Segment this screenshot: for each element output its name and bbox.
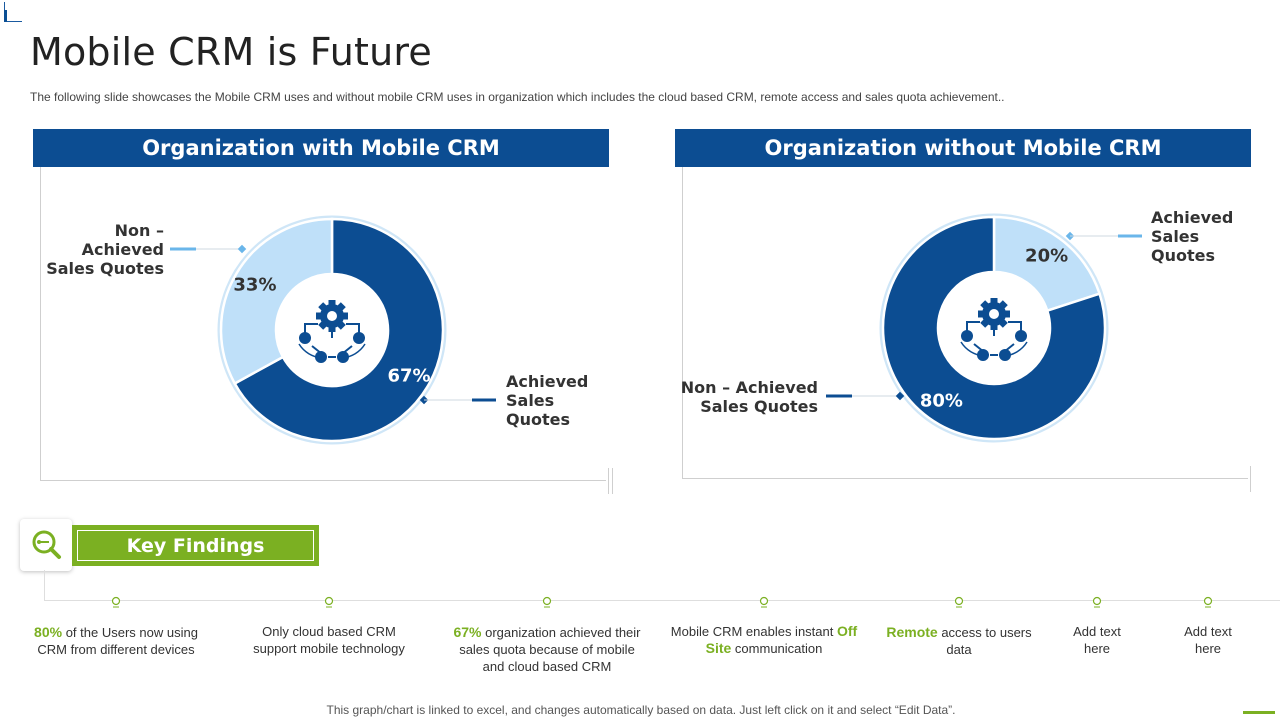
finding-sales-quota: 67% organization achieved their sales qu… <box>452 624 642 675</box>
timeline-pin-icon <box>1203 596 1213 608</box>
finding-text: organization achieved their sales quota … <box>459 625 641 674</box>
corner-decoration <box>4 2 22 22</box>
finding-off-site: Mobile CRM enables instant Off Site comm… <box>669 623 859 657</box>
search-icon <box>32 530 61 559</box>
timeline-pin-icon <box>759 596 769 608</box>
leader-line-non-achieved <box>170 244 247 254</box>
page-subtitle: The following slide showcases the Mobile… <box>30 90 1005 104</box>
panel-without-mobile-crm-frame <box>682 165 1251 492</box>
timeline-pin-icon <box>111 596 121 608</box>
leader-line-achieved <box>419 395 496 405</box>
finding-text: communication <box>731 641 823 656</box>
finding-text: Only cloud based CRM support mobile tech… <box>253 624 405 656</box>
callout-non-achieved-sales-quotes: Non – Achieved Sales Quotes <box>46 221 164 278</box>
finding-cloud-crm: Only cloud based CRM support mobile tech… <box>244 623 414 657</box>
finding-text: Add text here <box>1184 624 1232 656</box>
footer-accent <box>1243 711 1275 714</box>
page-title: Mobile CRM is Future <box>30 30 432 74</box>
donut-slice-1[interactable] <box>233 217 445 443</box>
key-findings-title: Key Findings <box>77 530 314 561</box>
findings-timeline <box>44 600 1280 601</box>
finding-text: of the Users now using CRM from differen… <box>37 625 198 657</box>
finding-users-devices: 80% of the Users now using CRM from diff… <box>21 624 211 658</box>
donut-outer-ring <box>217 215 447 445</box>
donut-slice-2[interactable] <box>881 215 1107 441</box>
callout-non-achieved-sales-quotes-2: Non – Achieved Sales Quotes <box>680 378 818 416</box>
finding-text: Mobile CRM enables instant <box>670 624 837 639</box>
finding-highlight: 67% <box>453 624 482 640</box>
donut-chart-with-mobile-crm[interactable]: 67% 33% <box>217 215 447 445</box>
gear-network-icon <box>960 298 1028 361</box>
donut-slice-label: 80% <box>920 390 963 411</box>
panel-header-with-mobile-crm: Organization with Mobile CRM <box>33 129 609 167</box>
finding-remote-access: Remote access to users data <box>884 624 1034 658</box>
donut-slice-label: 20% <box>1025 246 1068 267</box>
footer-note: This graph/chart is linked to excel, and… <box>326 703 956 717</box>
panel-header-without-mobile-crm: Organization without Mobile CRM <box>675 129 1251 167</box>
panel-with-mobile-crm-frame <box>40 165 613 494</box>
timeline-pin-icon <box>542 596 552 608</box>
finding-highlight: Remote <box>886 624 938 640</box>
donut-slice-label: 67% <box>387 366 430 387</box>
key-findings-banner: Key Findings <box>72 525 319 566</box>
timeline-pin-icon <box>954 596 964 608</box>
leader-line-achieved-2 <box>1065 231 1142 241</box>
timeline-pin-icon <box>1092 596 1102 608</box>
timeline-pin-icon <box>324 596 334 608</box>
key-findings-icon-box <box>20 519 72 571</box>
gear-network-icon <box>298 300 366 363</box>
finding-placeholder: Add text here <box>1062 623 1132 657</box>
finding-text: Add text here <box>1073 624 1121 656</box>
finding-text: access to users data <box>937 625 1032 657</box>
finding-highlight: 80% <box>34 624 63 640</box>
leader-line-non-achieved-2 <box>826 391 905 401</box>
finding-highlight: Off Site <box>705 623 858 656</box>
donut-slice-label: 33% <box>233 274 276 295</box>
finding-placeholder: Add text here <box>1173 623 1243 657</box>
callout-achieved-sales-quotes: Achieved Sales Quotes <box>506 372 589 429</box>
donut-outer-ring <box>879 213 1109 443</box>
donut-slice-2[interactable] <box>219 217 334 386</box>
donut-chart-without-mobile-crm[interactable]: 20% 80% <box>879 213 1109 443</box>
callout-achieved-sales-quotes-2: Achieved Sales Quotes <box>1151 208 1234 265</box>
timeline-connector <box>44 570 45 600</box>
